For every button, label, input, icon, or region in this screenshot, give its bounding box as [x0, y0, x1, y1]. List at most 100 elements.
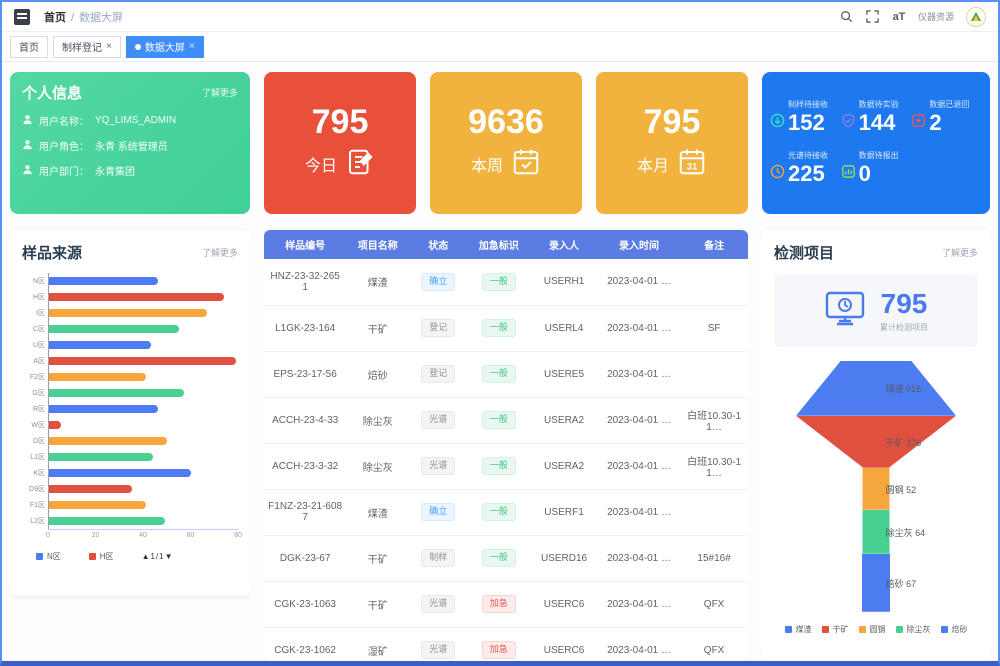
- header-right-link[interactable]: 仪器资源: [917, 12, 954, 22]
- urgency-badge: 一般: [481, 365, 516, 383]
- table-row[interactable]: ACCH-23-3-32 除尘灰 光谱 一般 USERA2 2023-04-01 … 白班1…: [264, 443, 748, 490]
- column-header[interactable]: 状态: [409, 230, 468, 259]
- column-header[interactable]: 加急标识: [467, 230, 531, 259]
- column-header[interactable]: 录入人: [530, 230, 598, 259]
- bar-category-label: U区: [32, 342, 45, 349]
- table-row[interactable]: L1GK-23-164 干矿 登记 一般 USERL4 2023-04-01 … SF: [264, 305, 748, 352]
- test-projects-more-link[interactable]: 了解更多: [941, 248, 978, 258]
- cell-entry-time: 2023-04-01 …: [597, 581, 681, 628]
- cell-urgency: 一般: [467, 305, 531, 352]
- cell-entry-user: USERE5: [530, 351, 598, 398]
- table-row[interactable]: F1NZ-23-21-6087 煤渣 确立 一般 USERF1 2023-04-01 …: [264, 489, 748, 536]
- legend-label: 除尘灰: [906, 624, 931, 634]
- fullscreen-icon[interactable]: [866, 10, 880, 24]
- funnel-segment-焙砂[interactable]: [862, 553, 890, 612]
- table-row[interactable]: DGK-23-67 干矿 制样 一般 USERD16 2023-04-01 … 15#16#: [264, 535, 748, 582]
- bar-category-label: I区: [36, 310, 45, 317]
- cell-project-name: 干矿: [346, 535, 410, 582]
- cell-urgency: 一般: [467, 535, 531, 582]
- top-bar: 首页 / 数据大屏 aT 仪器资源: [2, 2, 998, 32]
- bar[interactable]: [49, 437, 168, 445]
- legend-item-H区[interactable]: H区: [88, 551, 114, 562]
- menu-icon[interactable]: [14, 8, 30, 25]
- funnel-legend-item-煤渣[interactable]: 煤渣: [784, 624, 812, 635]
- table-row[interactable]: HNZ-23-32-2651 煤渣 确立 一般 USERH1 2023-04-01 …: [264, 259, 748, 306]
- profile-item-value: YQ_LIMS_ADMIN: [95, 115, 177, 126]
- table-row[interactable]: ACCH-23-4-33 除尘灰 光谱 一般 USERA2 2023-04-01 … 白班1…: [264, 397, 748, 444]
- table-row[interactable]: EPS-23-17-56 焙砂 登记 一般 USERE5 2023-04-01 …: [264, 351, 748, 398]
- tab-1[interactable]: 制样登记 ×: [53, 35, 121, 58]
- bar-category-label: W区: [31, 422, 45, 429]
- bar-row-N区: N区: [22, 273, 238, 289]
- bar[interactable]: [49, 485, 132, 493]
- funnel-legend-item-除尘灰[interactable]: 除尘灰: [895, 624, 931, 635]
- breadcrumb-root[interactable]: 首页: [44, 11, 66, 24]
- funnel-legend-item-干矿[interactable]: 干矿: [821, 624, 849, 635]
- funnel-legend-item-圆钢[interactable]: 圆钢: [858, 624, 886, 635]
- funnel-segment-除尘灰[interactable]: [862, 509, 890, 554]
- cell-urgency: 加急: [467, 581, 531, 628]
- bar[interactable]: [49, 357, 236, 365]
- active-tab-dot-icon: [134, 43, 141, 50]
- tab-2[interactable]: 数据大屏 ×: [125, 35, 204, 58]
- bar-category-label: L1区: [30, 454, 45, 461]
- funnel-label: 焙砂 67: [885, 578, 917, 589]
- table-row[interactable]: CGK-23-1062 湿矿 光谱 加急 USERC6 2023-04-01 … QFX: [264, 627, 748, 661]
- bar-category-label: N区: [32, 278, 45, 285]
- cell-sample-code: DGK-23-67: [264, 535, 347, 582]
- bar[interactable]: [49, 405, 158, 413]
- bar[interactable]: [49, 325, 180, 333]
- cell-remark: [680, 259, 748, 306]
- cell-entry-time: 2023-04-01 …: [597, 305, 681, 352]
- status-badge: 光谱: [421, 457, 456, 475]
- bar[interactable]: [49, 453, 153, 461]
- bar[interactable]: [49, 309, 208, 317]
- summary-card-1[interactable]: 9636 本周: [430, 72, 582, 214]
- status-badge: 确立: [421, 272, 456, 291]
- summary-card-label: 本月: [636, 158, 669, 175]
- close-icon[interactable]: ×: [188, 40, 195, 52]
- close-icon[interactable]: ×: [106, 40, 112, 52]
- legend-label: 煤渣: [795, 624, 812, 634]
- bar[interactable]: [49, 469, 191, 477]
- edit-note-icon: [345, 147, 375, 182]
- funnel-legend-item-焙砂[interactable]: 焙砂: [940, 624, 968, 635]
- column-header[interactable]: 项目名称: [346, 230, 410, 259]
- urgency-badge: 一般: [481, 457, 516, 475]
- bar[interactable]: [49, 421, 61, 429]
- bar[interactable]: [49, 517, 165, 525]
- stat-value: 225: [788, 161, 825, 186]
- middle-column: 795 今日 9636 本周 795 本月 31 样品编号 项目名称 状态 加急标识 录入人 录入时间…: [264, 72, 748, 661]
- column-header[interactable]: 备注: [680, 230, 748, 259]
- funnel-segment-干矿[interactable]: [796, 415, 956, 468]
- legend-item-N区[interactable]: N区: [36, 551, 61, 562]
- cell-entry-user: USERH1: [530, 259, 598, 306]
- avatar-logo[interactable]: [966, 6, 986, 27]
- bar[interactable]: [49, 341, 151, 349]
- profile-more-link[interactable]: 了解更多: [201, 88, 238, 98]
- legend-pager[interactable]: ▲1/1▼: [141, 552, 174, 561]
- funnel-segment-圆钢[interactable]: [862, 467, 890, 510]
- column-header[interactable]: 录入时间: [597, 230, 681, 259]
- summary-card-2[interactable]: 795 本月 31: [596, 72, 748, 214]
- bar[interactable]: [49, 501, 146, 509]
- sample-source-more-link[interactable]: 了解更多: [201, 248, 238, 258]
- table-row[interactable]: CGK-23-1063 干矿 光谱 加急 USERC6 2023-04-01 … QFX: [264, 581, 748, 628]
- bar-category-label: R区: [32, 406, 45, 413]
- profile-item-0: 用户名称： YQ_LIMS_ADMIN: [22, 113, 238, 128]
- bar[interactable]: [49, 373, 146, 381]
- bar[interactable]: [49, 389, 184, 397]
- funnel-segment-煤渣[interactable]: [796, 360, 956, 416]
- cell-status: 光谱: [409, 397, 468, 444]
- stat-3: 光谱待接收 225: [770, 150, 841, 187]
- font-size-icon[interactable]: aT: [892, 10, 906, 23]
- receive-circle-icon: [770, 113, 785, 133]
- tab-0[interactable]: 首页: [10, 35, 48, 58]
- bar[interactable]: [49, 277, 158, 285]
- profile-item-label: 用户角色：: [39, 142, 89, 153]
- search-icon[interactable]: [840, 10, 854, 24]
- stat-0: 制样待接收 152: [770, 99, 841, 136]
- column-header[interactable]: 样品编号: [264, 230, 347, 259]
- bar[interactable]: [49, 293, 224, 301]
- summary-card-0[interactable]: 795 今日: [264, 72, 416, 214]
